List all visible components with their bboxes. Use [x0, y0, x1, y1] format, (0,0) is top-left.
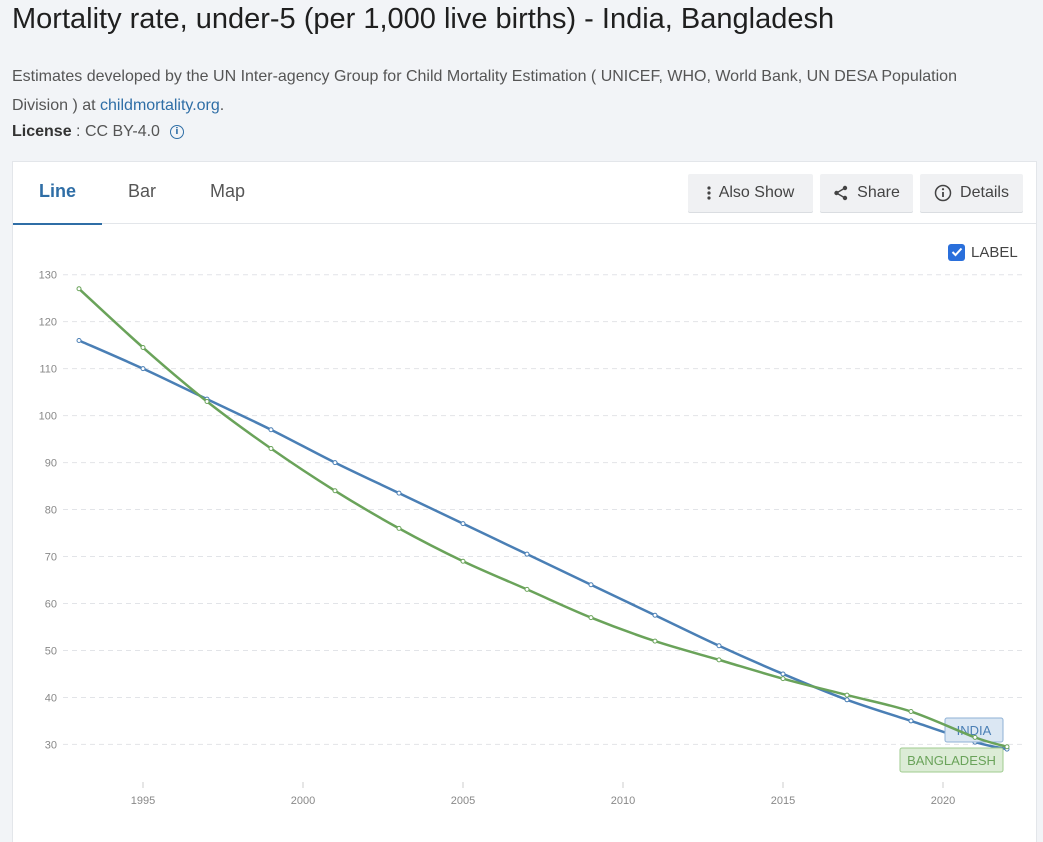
data-point: [76, 286, 82, 292]
data-point: [652, 612, 658, 618]
data-point: [140, 366, 146, 372]
source-text: Estimates developed by the UN Inter-agen…: [12, 68, 957, 114]
tab-line[interactable]: Line: [13, 162, 102, 225]
data-point: [204, 399, 210, 405]
label-toggle[interactable]: LABEL: [948, 242, 1018, 262]
data-point: [844, 697, 850, 703]
also-show-label: Also Show: [718, 184, 795, 201]
line-chart: 30 40 50 60 70 80 90 100 110 120 130 1995 2000 2005 20…: [39, 270, 1023, 807]
data-point: [140, 345, 146, 351]
data-point: [908, 718, 914, 724]
x-tick-label: 2020: [931, 795, 955, 807]
data-point: [268, 445, 274, 451]
tab-map[interactable]: Map: [209, 181, 245, 201]
y-tick-label: 90: [45, 458, 57, 470]
y-tick-label: 100: [39, 411, 57, 423]
license-separator: :: [71, 123, 85, 140]
source-description: Estimates developed by the UN Inter-agen…: [12, 62, 1012, 120]
data-point: [524, 586, 530, 592]
tab-bar[interactable]: Bar: [127, 181, 156, 201]
y-tick-label: 60: [45, 599, 57, 611]
y-tick-label: 130: [39, 270, 57, 282]
data-point: [908, 709, 914, 715]
data-point: [524, 551, 530, 557]
also-show-button[interactable]: Also Show: [688, 174, 813, 212]
y-tick-label: 50: [45, 645, 57, 657]
data-point: [588, 615, 594, 621]
license-value: CC BY-4.0: [84, 123, 160, 140]
y-tick-label: 30: [45, 739, 57, 751]
data-point: [716, 657, 722, 663]
data-point: [396, 525, 402, 531]
page-title: Mortality rate, under-5 (per 1,000 live …: [12, 3, 835, 35]
series-line-india: [78, 339, 1008, 751]
info-icon[interactable]: i: [169, 125, 184, 139]
x-tick-label: 1995: [131, 795, 155, 807]
data-point: [268, 427, 274, 433]
data-point: [1004, 744, 1010, 750]
series-line-bangladesh: [78, 287, 1008, 748]
source-link[interactable]: childmortality.org: [100, 97, 220, 114]
more-vertical-icon: [707, 186, 711, 200]
data-point: [652, 638, 658, 644]
license-line: License : CC BY-4.0 i: [12, 119, 184, 145]
data-point: [780, 676, 786, 682]
y-tick-label: 80: [45, 505, 57, 517]
data-point: [972, 734, 978, 740]
data-point: [76, 337, 82, 343]
data-point: [332, 460, 338, 466]
share-label: Share: [857, 184, 900, 201]
x-tick-label: 2010: [611, 795, 635, 807]
series-end-label-box: [944, 717, 1004, 743]
y-tick-label: 110: [39, 364, 57, 376]
data-point: [460, 521, 466, 527]
details-button[interactable]: Details: [920, 174, 1023, 212]
data-point: [780, 671, 786, 677]
data-point: [716, 643, 722, 649]
x-tick-label: 2005: [451, 795, 475, 807]
y-tick-label: 120: [39, 317, 57, 329]
chart-card: Line Bar Map Also Show Share Details LAB…: [12, 161, 1037, 842]
series-end-label-box: [899, 747, 1004, 773]
label-checkbox[interactable]: [948, 243, 965, 261]
x-tick-label: 2015: [771, 795, 795, 807]
series-end-label: BANGLADESH: [907, 753, 996, 768]
details-label: Details: [960, 184, 1009, 201]
license-label: License: [12, 123, 72, 140]
info-circle-icon: [934, 184, 952, 202]
label-toggle-text: LABEL: [971, 243, 1018, 261]
data-point: [844, 692, 850, 698]
y-tick-label: 40: [45, 692, 57, 704]
view-tabs: Line Bar Map Also Show Share Details: [13, 162, 1036, 225]
y-tick-label: 70: [45, 552, 57, 564]
data-point: [588, 582, 594, 588]
data-point: [396, 490, 402, 496]
x-tick-label: 2000: [291, 795, 315, 807]
data-point: [460, 558, 466, 564]
share-icon: [834, 185, 848, 201]
share-button[interactable]: Share: [820, 174, 913, 212]
data-point: [332, 488, 338, 494]
checkmark-icon: [951, 247, 962, 257]
source-suffix: .: [219, 97, 225, 114]
